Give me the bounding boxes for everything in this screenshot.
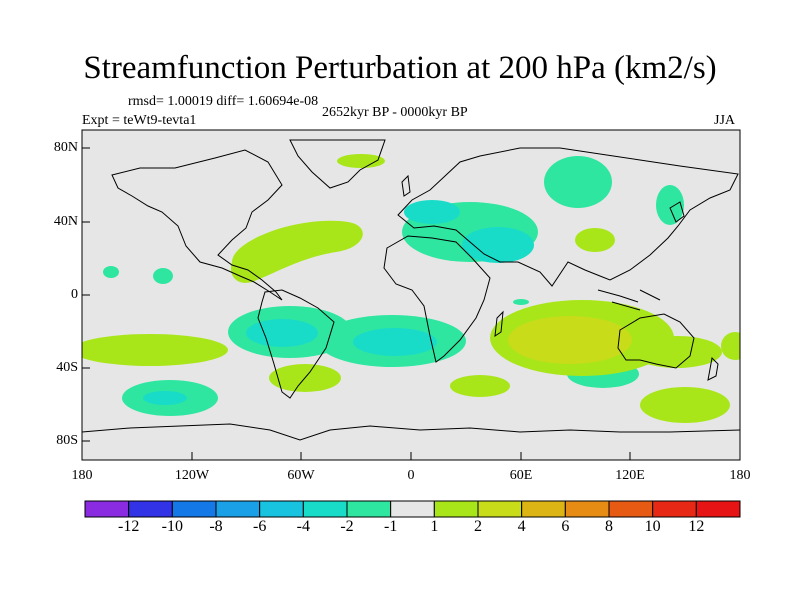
colorbar-swatch [433,500,479,518]
contour-region [153,268,173,284]
stats-text: rmsd= 1.00019 diff= 1.60694e-08 [128,94,319,109]
contour-region [246,319,318,347]
colorbar-label: -12 [117,518,140,535]
contour-region [404,200,460,224]
x-tick-label: 0 [407,468,415,483]
colorbar-swatch [215,500,261,518]
contour-region [462,227,534,263]
colorbar-swatch [128,500,173,518]
experiment-label: Expt = teWt9-tevta1 [82,113,197,128]
colorbar-swatch [652,500,697,518]
coastline [397,147,739,287]
colorbar-label: 8 [605,518,613,535]
coastline [383,235,491,363]
coastline [617,313,695,369]
coastline [111,149,283,301]
contour-region [353,328,437,356]
coastline [401,174,411,197]
colorbar-label: -4 [296,518,310,535]
contour-region [103,266,119,278]
contour-region [82,334,228,366]
colorbar-label: -6 [252,518,267,535]
y-tick-label: 0 [71,287,78,302]
colorbar-swatch [608,500,654,518]
x-tick-label: 60W [287,468,315,483]
contour-region [721,332,740,360]
colorbar-label: 1 [430,518,439,535]
colorbar-swatch [346,500,392,518]
colorbar-swatch [171,500,217,518]
x-tick-label: 120E [615,468,645,483]
colorbar-label: 2 [474,518,482,535]
coastline [257,289,335,399]
colorbar-swatch [302,500,348,518]
contour-region [230,220,363,283]
contour-region [640,387,730,423]
contour-region [656,185,684,225]
contour-fills [82,154,740,423]
x-tick-label: 60E [509,468,533,483]
colorbar-swatch [477,500,523,518]
contour-region [513,299,529,305]
x-tick-label: 180 [729,468,751,483]
coastline [707,356,719,381]
period-text: 2652kyr BP - 0000kyr BP [322,105,468,120]
y-tick-label: 80S [56,433,78,448]
y-tick-label: 40S [56,360,78,375]
y-tick-label: 40N [53,214,78,229]
coastlines [82,139,740,441]
colorbar-label: -10 [161,518,183,535]
colorbar-label: 12 [688,518,705,535]
x-tick-label: 120W [174,468,210,483]
colorbar-swatch [84,500,130,518]
coastline [82,423,740,441]
contour-region [575,228,615,252]
season-label: JJA [714,113,736,128]
colorbar-label: -1 [383,518,398,535]
contour-region [508,316,632,364]
contour-region [450,375,510,397]
colorbar-swatch [390,500,435,518]
map-title: Streamfunction Perturbation at 200 hPa (… [83,50,717,86]
y-tick-label: 80N [53,140,78,155]
tick-marks [82,147,631,460]
colorbar-swatch [259,500,304,518]
coastline [669,201,685,223]
colorbar-swatch [695,500,741,518]
contour-region [337,154,385,168]
coastline [494,310,504,338]
coastline [597,289,661,311]
coastline [289,139,386,189]
colorbar-label: 6 [561,518,570,535]
colorbar-swatch [564,500,610,518]
x-tick-label: 180 [71,468,93,483]
colorbar-label: -8 [209,518,223,535]
contour-region [143,391,187,405]
colorbar-swatch [521,500,566,518]
colorbar-label: 10 [644,518,661,535]
colorbar-label: 4 [517,518,526,535]
contour-region [544,156,612,208]
contour-region [632,336,722,368]
colorbar-label: -2 [340,518,354,535]
